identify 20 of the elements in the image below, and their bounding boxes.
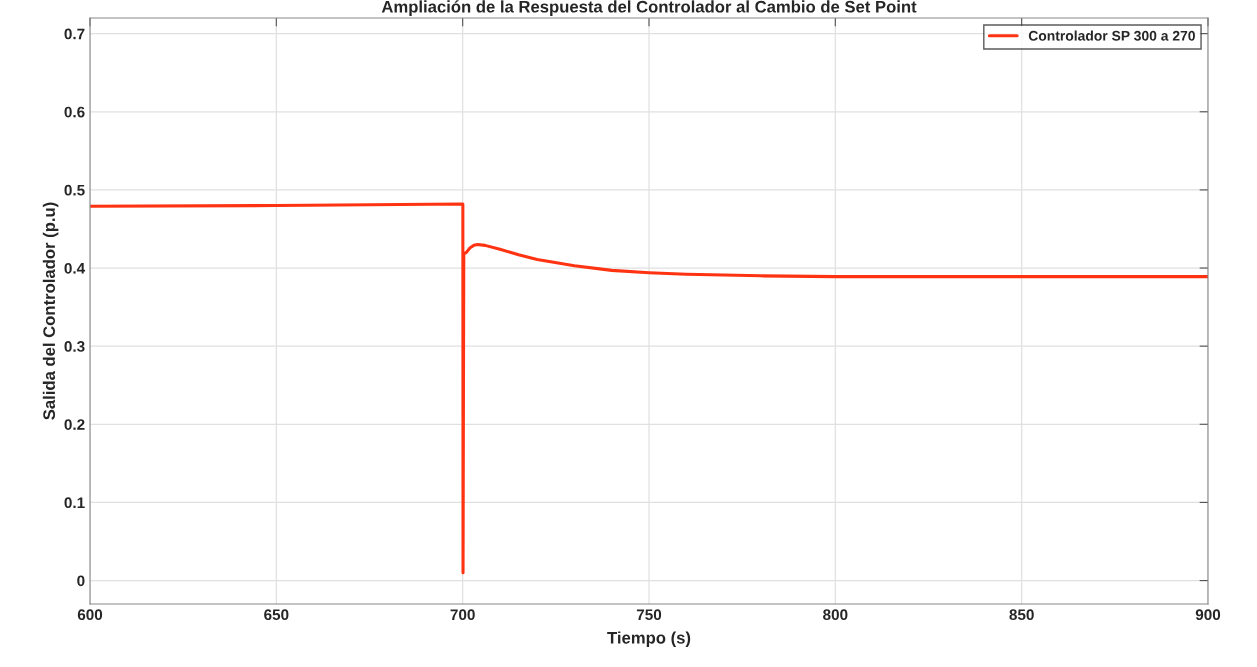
x-tick-label: 600	[77, 609, 103, 621]
y-tick-label: 0.3	[64, 341, 85, 352]
y-tick-label: 0.7	[64, 28, 85, 40]
y-tick-label: 0.5	[64, 184, 85, 196]
x-tick-label: 900	[1195, 609, 1221, 621]
y-tick-label: 0.1	[64, 497, 85, 509]
line-series	[90, 202, 1208, 575]
y-axis-title: Salida del Controlador (p.u)	[42, 202, 59, 420]
x-tick-label: 850	[1009, 609, 1034, 621]
x-tick-label: 650	[264, 609, 289, 621]
legend-label: Controlador SP 300 a 270	[1028, 30, 1195, 41]
y-tick-label: 0.4	[64, 262, 86, 274]
x-axis-title: Tiempo (s)	[607, 631, 691, 647]
x-tick-label: 700	[450, 609, 475, 621]
y-tick-label: 0	[77, 575, 85, 587]
y-tick-label: 0.2	[64, 419, 85, 430]
x-tick-label: 800	[823, 609, 848, 621]
x-tick-label: 750	[636, 609, 662, 621]
y-tick-label: 0.6	[64, 106, 85, 118]
chart-title: Ampliación de la Respuesta del Controlador al Cambio de Set Point	[381, 0, 917, 16]
